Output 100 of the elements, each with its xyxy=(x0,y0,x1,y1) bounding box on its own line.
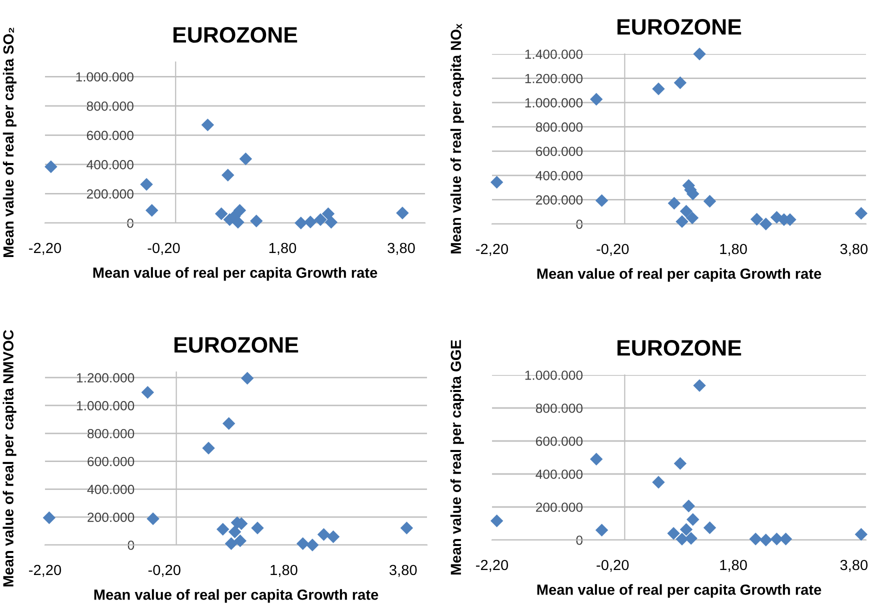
point xyxy=(490,514,504,528)
point xyxy=(652,82,665,96)
point xyxy=(251,522,264,534)
point xyxy=(232,216,244,229)
point xyxy=(680,204,693,218)
point xyxy=(228,526,242,538)
x-tick-label: 3,80 xyxy=(389,564,417,577)
y-tick-label: 800.000 xyxy=(536,122,583,132)
y-tick-label: 800.000 xyxy=(536,404,583,413)
x-tick-label: 3,80 xyxy=(840,244,868,256)
point xyxy=(674,76,687,90)
point xyxy=(676,532,688,546)
chart-title: EUROZONE xyxy=(174,27,298,43)
chart-title: EUROZONE xyxy=(174,337,298,353)
x-tick-label: 1,80 xyxy=(269,242,296,255)
y-tick-label: 1.000.000 xyxy=(525,98,583,108)
point xyxy=(44,160,58,174)
y-tick-label: 600.000 xyxy=(88,456,134,466)
point xyxy=(686,513,700,526)
y-axis-title: Mean value of real per capita NOₓ xyxy=(450,24,464,254)
point xyxy=(779,532,792,546)
point xyxy=(233,204,246,217)
point xyxy=(590,452,603,466)
y-axis-title: Mean value of real per capita SO₂ xyxy=(2,28,16,258)
point xyxy=(324,216,338,229)
point xyxy=(854,206,868,220)
point xyxy=(668,196,681,210)
point xyxy=(652,476,665,489)
x-tick-label: -2,20 xyxy=(29,242,62,255)
point xyxy=(250,214,263,228)
point xyxy=(140,178,153,191)
point xyxy=(770,532,784,546)
point xyxy=(682,500,696,512)
point xyxy=(304,216,317,228)
y-tick-label: 200.000 xyxy=(88,512,134,522)
point xyxy=(296,537,310,550)
y-tick-label: 400.000 xyxy=(87,484,134,494)
point xyxy=(760,218,772,230)
point xyxy=(42,511,56,524)
point xyxy=(146,512,160,526)
point xyxy=(674,457,687,470)
point xyxy=(396,206,409,220)
point xyxy=(326,530,340,544)
x-tick-label: -0,20 xyxy=(148,242,180,255)
point xyxy=(222,417,236,430)
point xyxy=(222,168,234,182)
x-tick-label: -0,20 xyxy=(148,564,180,577)
x-tick-label: -2,20 xyxy=(29,564,62,577)
point xyxy=(760,534,772,546)
y-axis-title: Mean value of real per capita GGE xyxy=(450,340,464,574)
point xyxy=(240,372,254,385)
x-tick-label: 3,80 xyxy=(840,560,868,572)
point xyxy=(693,379,706,392)
x-tick-label: -2,20 xyxy=(476,560,508,572)
x-axis-title: Mean value of real per capita Growth rate xyxy=(93,267,378,281)
point xyxy=(216,522,230,536)
point xyxy=(595,194,608,207)
y-axis-title: Mean value of real per capita NMVOC xyxy=(2,330,16,586)
point xyxy=(322,207,335,220)
x-tick-label: 1,80 xyxy=(720,560,747,572)
y-tick-label: 600.000 xyxy=(86,130,134,140)
y-tick-label: 200.000 xyxy=(536,502,583,512)
point xyxy=(202,442,215,455)
y-tick-label: 1.000.000 xyxy=(76,72,134,82)
point xyxy=(667,527,680,540)
y-tick-label: 400.000 xyxy=(86,160,134,170)
point xyxy=(214,207,228,220)
x-tick-label: 1,80 xyxy=(270,564,298,577)
point xyxy=(693,48,706,60)
point xyxy=(595,524,608,536)
y-tick-label: 1.200.000 xyxy=(76,373,134,382)
point xyxy=(686,212,699,224)
point xyxy=(749,532,762,546)
x-axis-title: Mean value of real per capita Growth rate xyxy=(537,584,822,598)
y-tick-label: 200.000 xyxy=(86,189,134,199)
y-tick-label: 1.200.000 xyxy=(525,74,583,84)
point xyxy=(294,216,308,230)
point xyxy=(703,521,716,534)
chart-title: EUROZONE xyxy=(618,340,742,356)
point xyxy=(676,215,688,228)
x-tick-label: -2,20 xyxy=(476,244,508,256)
point xyxy=(306,538,319,552)
y-tick-label: 600.000 xyxy=(536,436,583,446)
y-tick-label: 800.000 xyxy=(88,428,134,438)
y-tick-label: 1.000.000 xyxy=(76,401,134,410)
point xyxy=(146,204,158,217)
point xyxy=(400,522,414,534)
point xyxy=(314,213,327,226)
point xyxy=(854,528,868,541)
y-tick-label: 200.000 xyxy=(536,195,583,205)
point xyxy=(680,523,693,536)
y-tick-label: 1.000.000 xyxy=(525,370,583,380)
y-tick-label: 1.400.000 xyxy=(525,50,583,59)
x-axis-title: Mean value of real per capita Growth rate xyxy=(537,268,822,282)
point xyxy=(317,528,330,541)
point xyxy=(490,176,504,189)
y-tick-label: 400.000 xyxy=(536,170,583,180)
x-tick-label: -0,20 xyxy=(596,560,629,572)
y-tick-label: 800.000 xyxy=(86,101,134,111)
y-tick-label: 600.000 xyxy=(536,146,583,156)
